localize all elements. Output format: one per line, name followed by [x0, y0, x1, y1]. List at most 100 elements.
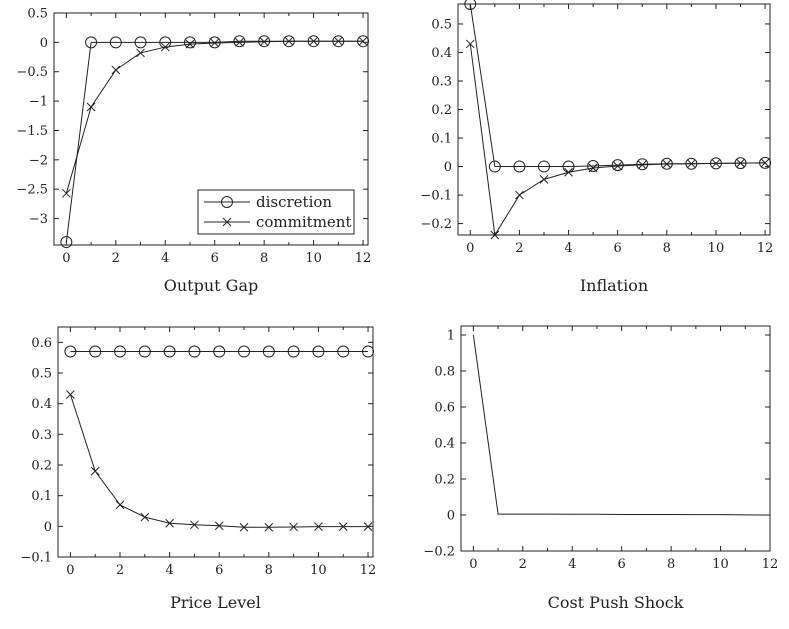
y-tick-label: 0.8 [434, 365, 455, 380]
data-point-commitment-stroke-b [165, 518, 174, 528]
data-point-discretion [587, 159, 600, 172]
data-point-commitment [363, 522, 373, 531]
x-tick-label: 8 [260, 251, 268, 266]
data-point-commitment-stroke-b [564, 167, 573, 177]
panel-title: Cost Push Shock [548, 593, 684, 612]
y-tick-label: 0.5 [27, 7, 48, 22]
data-point-commitment [358, 36, 368, 46]
y-tick-label: 0.6 [434, 401, 455, 416]
plot-frame [57, 326, 374, 558]
data-point-discretion [138, 345, 151, 358]
plot-frame [457, 3, 771, 236]
data-point-commitment [465, 39, 475, 49]
x-tick-label: 0 [62, 251, 70, 266]
legend-marker-commitment-stroke-b [222, 217, 232, 227]
y-tick-label: −0.1 [20, 551, 52, 566]
data-point-commitment [115, 500, 125, 510]
x-tick-label: 8 [667, 557, 675, 572]
y-tick-label: −3 [29, 212, 48, 227]
x-tick-label: 4 [165, 563, 173, 578]
legend: discretion commitment [197, 189, 355, 235]
x-tick-label: 10 [712, 557, 729, 572]
data-point-commitment [140, 512, 150, 522]
data-point-discretion [85, 36, 98, 49]
data-point-commitment [736, 158, 745, 168]
x-tick-label: 10 [708, 241, 725, 256]
data-point-commitment-stroke-b [66, 390, 75, 399]
data-point-commitment [165, 518, 174, 528]
data-point-discretion [337, 345, 350, 358]
data-point-discretion [312, 345, 325, 358]
y-tick-label: −1 [29, 95, 48, 110]
data-point-commitment [190, 520, 199, 530]
y-tick-label: 0.6 [31, 336, 52, 351]
data-point-commitment-stroke-b [214, 521, 224, 531]
y-tick-label: 0.1 [31, 489, 52, 504]
data-point-commitment [309, 36, 318, 46]
data-point-discretion [213, 345, 226, 358]
data-point-discretion [488, 160, 501, 173]
data-point-discretion [159, 36, 172, 49]
data-point-commitment-stroke-b [190, 520, 199, 530]
data-point-commitment [62, 188, 71, 198]
data-point-commitment-stroke-b [239, 522, 249, 532]
y-tick-label: 0.2 [434, 473, 455, 488]
y-tick-label: 0 [444, 160, 452, 175]
data-point-commitment-stroke-b [160, 42, 170, 52]
series-line-commitment [469, 43, 766, 237]
y-tick-label: 0 [44, 520, 52, 535]
x-tick-label: 2 [116, 563, 124, 578]
data-point-commitment-stroke-b [259, 37, 269, 47]
y-tick-label: 0.2 [31, 459, 52, 474]
data-point-discretion [183, 36, 196, 49]
x-tick-label: 2 [519, 557, 527, 572]
data-point-discretion [109, 36, 122, 49]
data-point-discretion [60, 236, 73, 249]
data-point-commitment [564, 167, 573, 177]
y-tick-label: 0.5 [31, 367, 52, 382]
panel-title: Output Gap [164, 276, 258, 295]
data-point-commitment-stroke-b [289, 522, 298, 532]
data-point-discretion [114, 345, 127, 358]
data-point-commitment [66, 390, 75, 399]
data-point-commitment [264, 522, 274, 532]
data-point-commitment-stroke-b [736, 158, 745, 168]
data-point-commitment-stroke-b [333, 36, 343, 46]
y-tick-label: 0 [447, 509, 455, 524]
data-point-commitment-stroke-b [539, 175, 549, 184]
data-point-commitment [289, 522, 298, 532]
x-tick-label: 4 [161, 251, 169, 266]
data-point-commitment [539, 175, 549, 184]
x-tick-label: 2 [515, 241, 523, 256]
x-tick-label: 8 [663, 241, 671, 256]
legend-label-discretion: discretion [256, 193, 332, 211]
y-tick-label: 0.4 [434, 437, 455, 452]
data-point-commitment [515, 190, 524, 200]
x-tick-label: 12 [757, 241, 774, 256]
y-tick-label: 0.4 [431, 46, 452, 61]
panel-2: 0 2 4 6 8 10 12 0.5 0.4 0.3 0.2 0.1 0 −0.1 −0.2 Inflati… [420, 0, 773, 295]
data-point-commitment-stroke-b [90, 466, 100, 476]
data-point-commitment-stroke-b [314, 522, 323, 531]
data-point-discretion [134, 36, 147, 49]
data-point-commitment [490, 230, 500, 240]
data-point-commitment-stroke-b [284, 36, 294, 46]
data-point-discretion [233, 35, 246, 48]
data-point-discretion [537, 160, 550, 173]
x-tick-label: 4 [568, 557, 576, 572]
panel-3: 0 2 4 6 8 10 12 0.6 0.5 0.4 0.3 0.2 0.1 0 −0.1 Price Le… [20, 326, 376, 612]
x-tick-label: 6 [211, 251, 219, 266]
x-tick-label: 8 [265, 563, 273, 578]
data-point-commitment-stroke-b [711, 159, 721, 168]
data-point-commitment [637, 160, 647, 170]
data-point-commitment [314, 522, 323, 531]
y-tick-label: 0.4 [31, 397, 52, 412]
data-point-commitment [259, 37, 269, 47]
data-point-commitment [111, 65, 121, 75]
data-point-commitment [136, 48, 145, 58]
data-point-discretion [513, 160, 526, 173]
data-point-commitment [235, 38, 244, 47]
y-tick-label: −2 [29, 153, 48, 168]
